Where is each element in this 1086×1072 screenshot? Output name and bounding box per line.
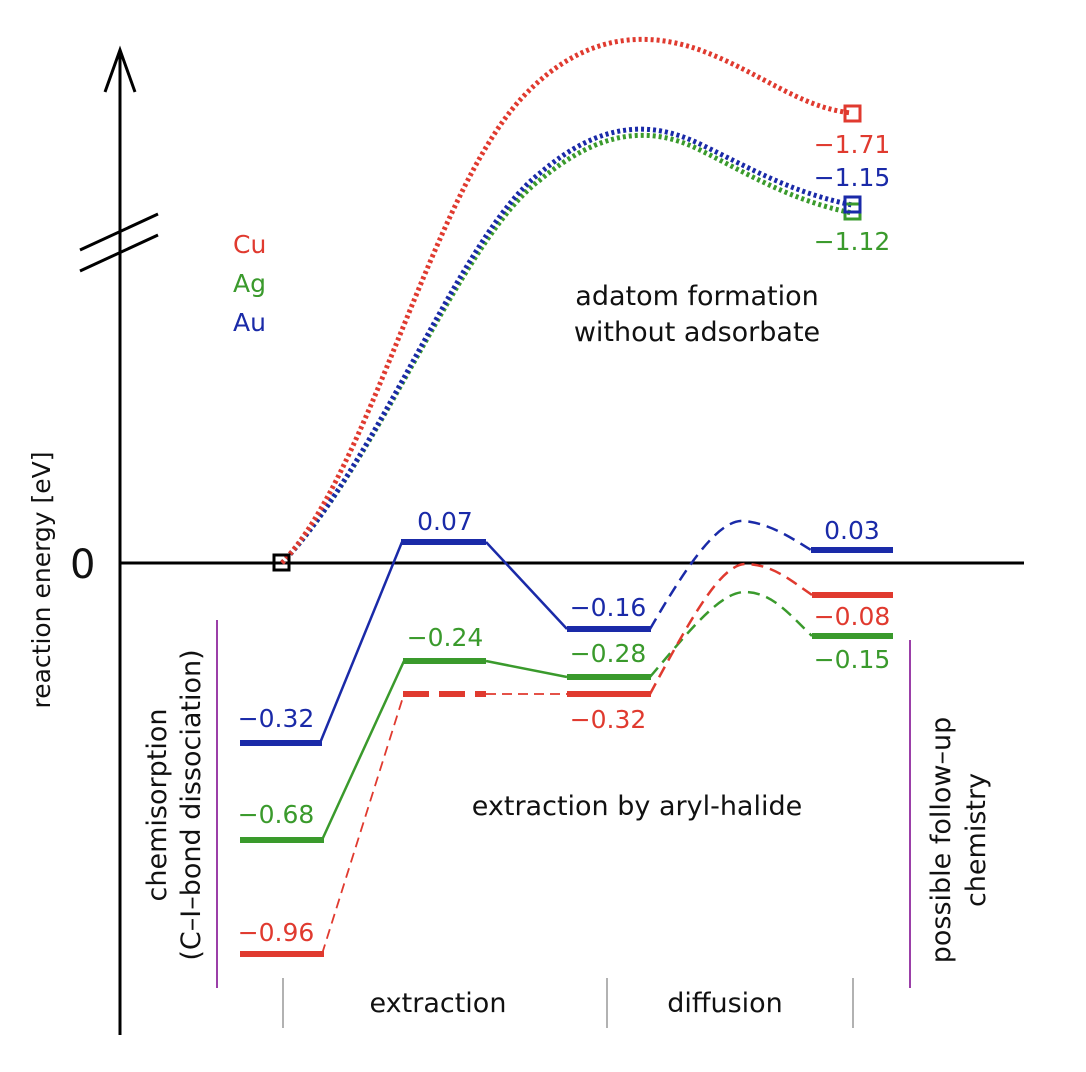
- followup-sublabel: chemistry: [961, 773, 992, 907]
- followup-label: possible follow–up: [926, 717, 957, 964]
- adatom-start-marker: [272, 553, 291, 572]
- y-axis-arrowhead: [103, 45, 137, 93]
- connector-au: [485, 541, 568, 630]
- chemisorption-sublabel: (C–I–bond dissociation): [176, 649, 207, 960]
- axis-break-mark: [79, 233, 159, 273]
- y-axis-label: reaction energy [eV]: [27, 451, 56, 708]
- level-label-cu: −0.08: [814, 602, 891, 631]
- connector-ag: [485, 659, 568, 679]
- level-label-au: 0.03: [824, 516, 880, 545]
- connector-ag: [320, 660, 406, 841]
- adatom-annotation-line2: without adsorbate: [574, 317, 820, 348]
- step-label-extraction: extraction: [370, 988, 507, 1019]
- adatom-curve-ag: [280, 132, 853, 565]
- adatom-label-au: −1.15: [814, 163, 891, 192]
- legend-au: Au: [233, 308, 266, 337]
- adatom-label-cu: −1.71: [814, 130, 891, 159]
- diffusion-curve-au: [648, 519, 812, 630]
- level-label-ag: −0.68: [238, 800, 315, 829]
- diffusion-curve-ag: [649, 590, 813, 678]
- legend-ag: Ag: [233, 269, 266, 298]
- level-label-ag: −0.15: [814, 645, 891, 674]
- level-label-au: 0.07: [417, 507, 473, 536]
- level-label-au: −0.16: [570, 593, 647, 622]
- connector-cu: [321, 693, 405, 955]
- level-label-ag: −0.24: [407, 623, 484, 652]
- level-label-ag: −0.28: [570, 639, 647, 668]
- chemisorption-label: chemisorption: [142, 709, 173, 902]
- adatom-curve-au: [280, 126, 853, 565]
- level-label-cu: −0.96: [238, 918, 315, 947]
- step-label-diffusion: diffusion: [667, 988, 783, 1019]
- level-label-au: −0.32: [238, 704, 315, 733]
- adatom-end-marker-au: [843, 195, 862, 214]
- axis-break-mark: [79, 212, 159, 252]
- diffusion-curve-cu: [648, 562, 813, 695]
- level-label-cu: −0.32: [570, 705, 647, 734]
- adatom-label-ag: −1.12: [814, 227, 891, 256]
- connector-au: [318, 541, 404, 744]
- adatom-annotation-line1: adatom formation: [575, 281, 818, 312]
- extraction-annotation: extraction by aryl-halide: [472, 791, 802, 822]
- zero-tick-label: 0: [70, 542, 95, 588]
- adatom-curve-cu: [280, 36, 853, 565]
- adatom-end-marker-cu: [843, 104, 862, 123]
- legend-cu: Cu: [233, 230, 266, 259]
